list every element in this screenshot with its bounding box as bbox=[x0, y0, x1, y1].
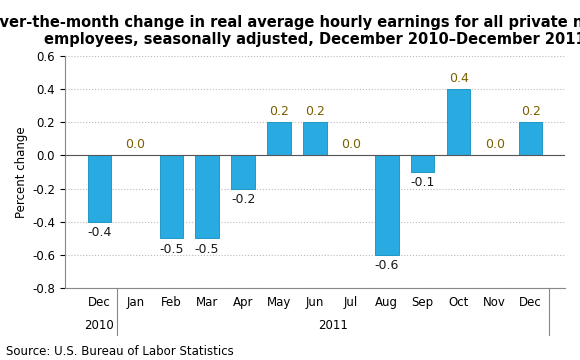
Bar bbox=[519, 122, 542, 155]
Text: 0.0: 0.0 bbox=[485, 138, 505, 151]
Text: 0.4: 0.4 bbox=[449, 72, 469, 85]
Bar bbox=[375, 155, 398, 255]
Text: 0.2: 0.2 bbox=[521, 105, 541, 118]
Bar bbox=[267, 122, 291, 155]
Text: 0.0: 0.0 bbox=[125, 138, 145, 151]
Title: Over-the-month change in real average hourly earnings for all private nonfarm
em: Over-the-month change in real average ho… bbox=[0, 15, 580, 48]
Text: -0.5: -0.5 bbox=[159, 243, 183, 256]
Bar bbox=[195, 155, 219, 238]
Bar bbox=[231, 155, 255, 189]
Text: -0.4: -0.4 bbox=[87, 226, 111, 239]
Text: 2010: 2010 bbox=[85, 319, 114, 332]
Text: 0.0: 0.0 bbox=[341, 138, 361, 151]
Bar bbox=[88, 155, 111, 222]
Text: -0.5: -0.5 bbox=[195, 243, 219, 256]
Bar bbox=[447, 89, 470, 155]
Text: -0.2: -0.2 bbox=[231, 193, 255, 206]
Text: Source: U.S. Bureau of Labor Statistics: Source: U.S. Bureau of Labor Statistics bbox=[6, 345, 234, 358]
Y-axis label: Percent change: Percent change bbox=[15, 126, 28, 218]
Text: -0.1: -0.1 bbox=[411, 176, 435, 189]
Text: -0.6: -0.6 bbox=[375, 259, 399, 272]
Text: 2011: 2011 bbox=[318, 319, 348, 332]
Text: 0.2: 0.2 bbox=[269, 105, 289, 118]
Bar bbox=[160, 155, 183, 238]
Bar bbox=[411, 155, 434, 172]
Bar bbox=[303, 122, 327, 155]
Text: 0.2: 0.2 bbox=[305, 105, 325, 118]
